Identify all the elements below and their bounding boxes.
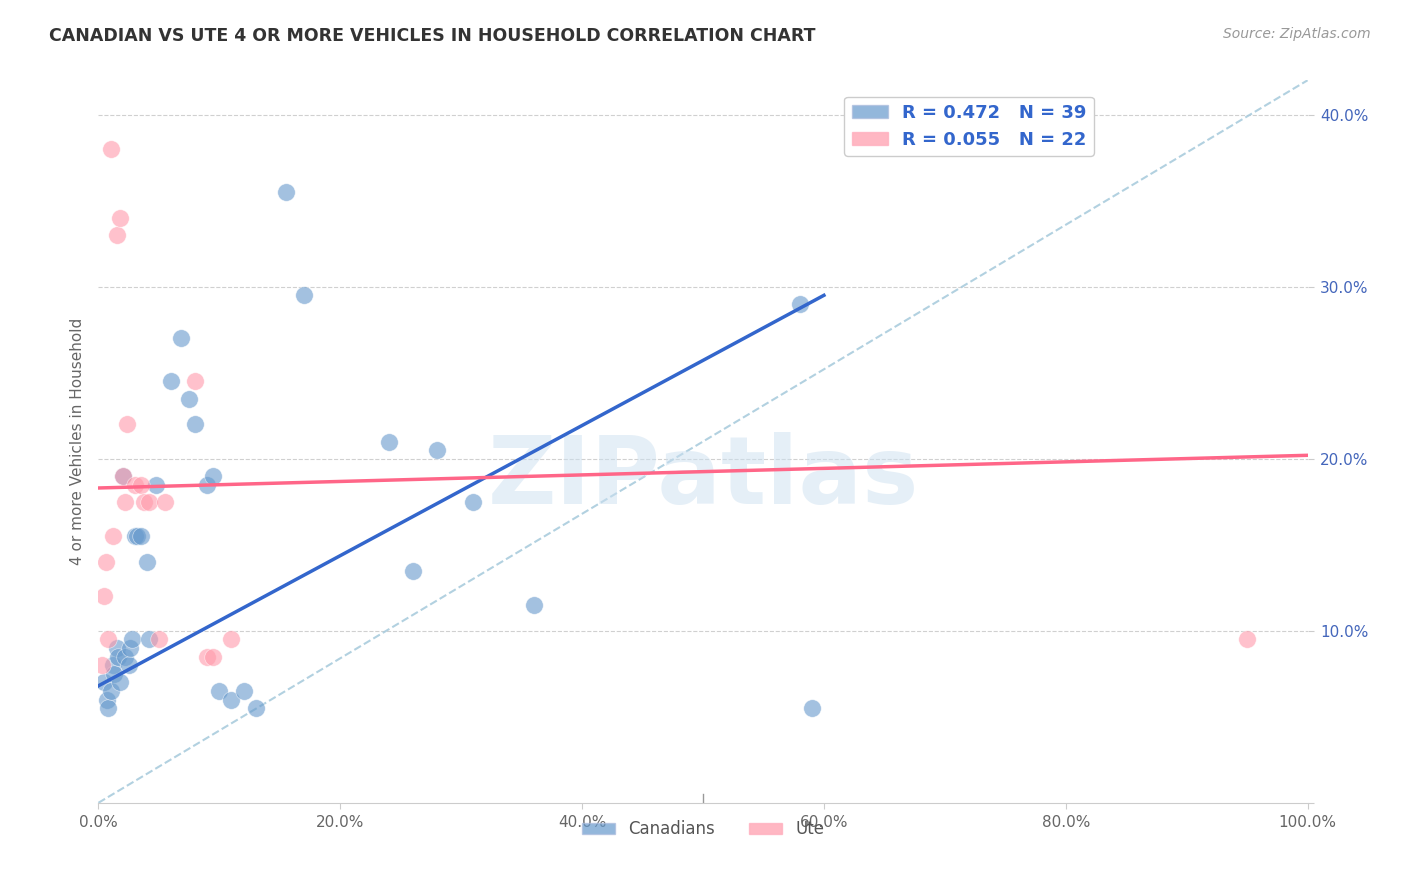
Point [195,477,218,491]
Point [463,494,485,508]
Point [101,529,124,543]
Point [135,555,157,569]
Point [221,692,243,706]
Point [195,649,218,664]
Point [274,185,297,199]
Point [114,649,136,664]
Point [160,375,183,389]
Point [124,529,146,543]
Point [179,392,201,406]
Point [426,443,449,458]
Point [138,632,160,647]
Point [96,692,118,706]
Text: CANADIAN VS UTE 4 OR MORE VEHICLES IN HOUSEHOLD CORRELATION CHART: CANADIAN VS UTE 4 OR MORE VEHICLES IN HO… [49,27,815,45]
Point [108,211,131,225]
Point [107,649,129,664]
Point [100,684,122,698]
Point [117,417,139,432]
Point [202,469,225,483]
Point [377,434,399,449]
Point [121,632,143,647]
Point [292,288,315,302]
Point [129,529,152,543]
Point [245,701,267,715]
Point [118,640,141,655]
Point [94,555,117,569]
Point [169,331,191,345]
Y-axis label: 4 or more Vehicles in Household: 4 or more Vehicles in Household [69,318,84,566]
Point [118,658,141,673]
Text: Source: ZipAtlas.com: Source: ZipAtlas.com [1223,27,1371,41]
Point [105,640,128,655]
Point [1236,632,1258,647]
Point [108,675,131,690]
Point [789,297,811,311]
Point [145,477,167,491]
Point [184,417,207,432]
Point [402,564,425,578]
Point [134,494,156,508]
Point [800,701,823,715]
Point [129,477,152,491]
Point [124,477,146,491]
Point [97,701,120,715]
Point [97,632,120,647]
Point [103,666,125,681]
Point [100,142,122,156]
Text: ZIPatlas: ZIPatlas [488,432,918,524]
Point [232,684,254,698]
Point [105,228,128,243]
Point [111,469,134,483]
Legend: Canadians, Ute: Canadians, Ute [575,814,831,845]
Point [101,658,124,673]
Point [184,375,207,389]
Point [111,469,134,483]
Point [138,494,160,508]
Point [221,632,243,647]
Point [91,658,114,673]
Point [127,529,149,543]
Point [208,684,231,698]
Point [114,494,136,508]
Point [202,649,225,664]
Point [93,590,115,604]
Point [153,494,176,508]
Point [523,598,546,612]
Point [93,675,115,690]
Point [148,632,170,647]
